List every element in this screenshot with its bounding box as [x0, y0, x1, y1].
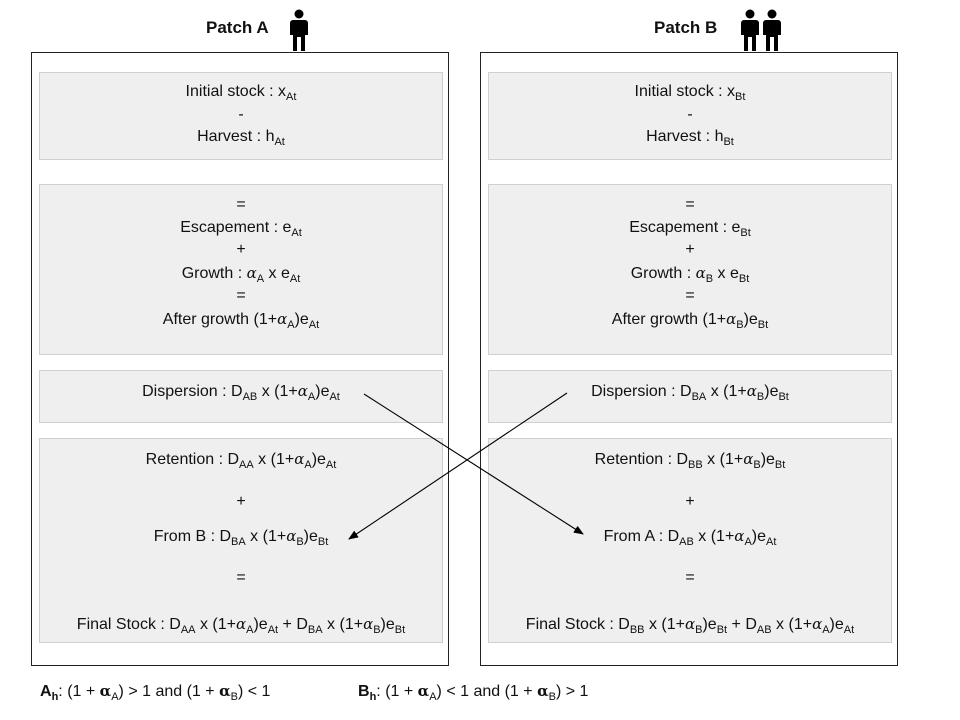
patch-b-stock-box: Initial stock : xBt - Harvest : hBt [488, 72, 892, 160]
patch-a-title: Patch A [206, 18, 269, 37]
two-persons-icon [741, 9, 781, 51]
patch-b-final-box: Retention : DBB x (1+αB)eBt + From A : D… [488, 438, 892, 643]
condition-b: Bh: (1 + αA) < 1 and (1 + αB) > 1 [358, 682, 589, 703]
patch-a-growth-box: = Escapement : eAt + Growth : αA x eAt =… [39, 184, 443, 355]
patch-b-growth-box: = Escapement : eBt + Growth : αB x eBt =… [488, 184, 892, 355]
patch-a-dispersion-box: Dispersion : DAB x (1+αA)eAt [39, 370, 443, 423]
patch-b-title: Patch B [654, 18, 718, 37]
person-icon [290, 9, 308, 51]
patch-a-final-box: Retention : DAA x (1+αA)eAt + From B : D… [39, 438, 443, 643]
patch-b-dispersion-box: Dispersion : DBA x (1+αB)eBt [488, 370, 892, 423]
patch-b-panel: Initial stock : xBt - Harvest : hBt = Es… [480, 52, 898, 666]
condition-a: Ah: (1 + αA) > 1 and (1 + αB) < 1 [40, 682, 271, 703]
patch-a-panel: Initial stock : xAt - Harvest : hAt = Es… [31, 52, 449, 666]
patch-a-stock-box: Initial stock : xAt - Harvest : hAt [39, 72, 443, 160]
